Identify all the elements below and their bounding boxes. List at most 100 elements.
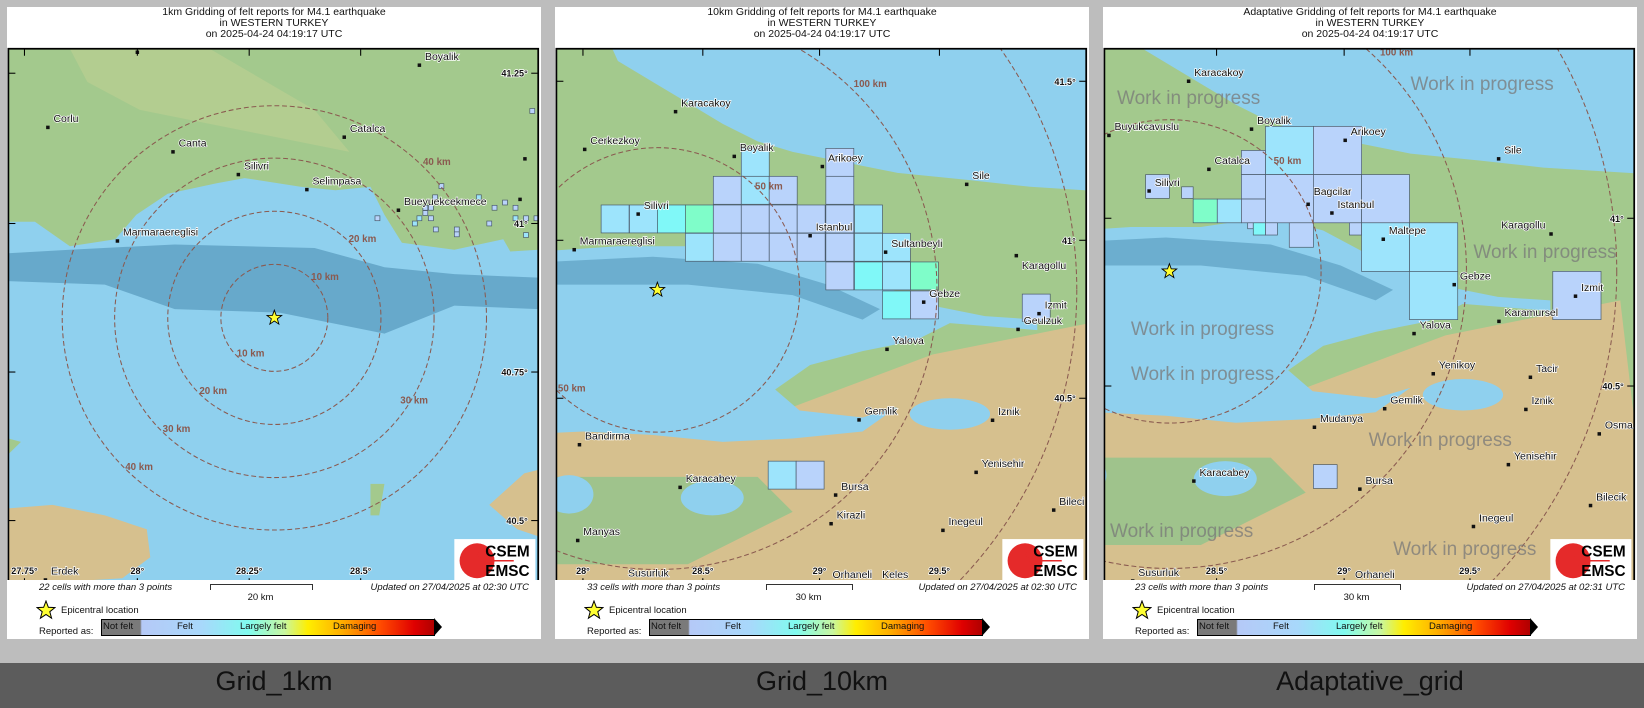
felt-cell[interactable] — [1145, 174, 1170, 199]
felt-cell[interactable] — [1241, 174, 1266, 200]
felt-cell[interactable] — [529, 108, 536, 114]
felt-cell[interactable] — [1241, 198, 1266, 224]
city-dot — [1207, 167, 1211, 172]
felt-cell[interactable] — [1288, 222, 1314, 248]
csem-emsc-logo[interactable]: CSEM EMSC — [1550, 539, 1632, 580]
epicentre-legend-label: Epicentral location — [1157, 605, 1235, 616]
felt-cell[interactable] — [854, 232, 883, 262]
sea-of-marmara — [556, 235, 1038, 442]
city-dot — [582, 147, 587, 152]
map-panel-grid-1km: 1km Gridding of felt reports for M4.1 ea… — [0, 0, 548, 663]
felt-cell[interactable] — [882, 290, 911, 320]
felt-cell[interactable] — [600, 204, 630, 234]
felt-cell[interactable] — [1361, 222, 1410, 272]
felt-cell[interactable] — [882, 232, 911, 262]
felt-cell[interactable] — [432, 194, 438, 201]
distance-ring — [61, 105, 488, 531]
felt-cell[interactable] — [491, 204, 498, 211]
felt-cell[interactable] — [523, 232, 529, 238]
felt-cell[interactable] — [854, 204, 883, 234]
felt-cell[interactable] — [740, 204, 770, 234]
felt-cell[interactable] — [512, 204, 519, 211]
felt-cell[interactable] — [433, 226, 439, 233]
csem-emsc-logo[interactable]: CSEM EMSC — [454, 539, 536, 580]
city-label: Karacakoy — [681, 98, 731, 109]
felt-cell[interactable] — [685, 204, 714, 234]
felt-cell[interactable] — [910, 290, 939, 320]
felt-cell[interactable] — [374, 215, 381, 222]
felt-cell[interactable] — [416, 215, 423, 222]
felt-cell[interactable] — [486, 220, 493, 227]
felt-cell[interactable] — [422, 210, 429, 216]
map-title: 1km Gridding of felt reports for M4.1 ea… — [7, 7, 541, 40]
felt-cell[interactable] — [1313, 464, 1338, 489]
felt-cell[interactable] — [825, 261, 855, 291]
felt-cell[interactable] — [740, 148, 770, 177]
felt-cell[interactable] — [768, 175, 798, 205]
felt-cell[interactable] — [882, 261, 911, 291]
felt-cell[interactable] — [1265, 222, 1278, 236]
felt-cell[interactable] — [712, 232, 742, 262]
felt-cell[interactable] — [533, 215, 539, 222]
felt-cell[interactable] — [795, 460, 825, 490]
felt-cell[interactable] — [412, 220, 418, 227]
map[interactable]: 10 km 10 km 20 km 20 km 30 km 30 km 40 km 40 km… — [7, 40, 541, 580]
felt-cell[interactable] — [428, 215, 434, 222]
felt-cell[interactable] — [453, 231, 460, 238]
csem-emsc-logo[interactable]: CSEM EMSC — [1002, 539, 1084, 580]
felt-cell[interactable] — [740, 232, 770, 262]
felt-cell[interactable] — [1181, 186, 1194, 199]
felt-cell[interactable] — [523, 215, 529, 222]
felt-cell[interactable] — [1409, 271, 1459, 320]
felt-cell[interactable] — [1313, 174, 1362, 224]
felt-cell[interactable] — [1247, 222, 1254, 230]
map[interactable]: 50 km 50 km 100 km Karacakoy Cerkezkoy Boyali… — [555, 40, 1089, 580]
felt-cell[interactable] — [1252, 222, 1266, 236]
felt-cell[interactable] — [512, 215, 519, 222]
felt-cell[interactable] — [438, 183, 445, 189]
epicentre-legend-label: Epicentral location — [609, 605, 687, 616]
felt-cell[interactable] — [854, 261, 883, 291]
felt-cell[interactable] — [1349, 222, 1362, 236]
felt-cell[interactable] — [1313, 125, 1362, 175]
city-label: Boyalik — [425, 52, 460, 63]
felt-cell[interactable] — [825, 148, 855, 177]
city-label: Arikoey — [828, 153, 864, 164]
felt-cell[interactable] — [712, 175, 742, 205]
felt-cell[interactable] — [1409, 222, 1459, 272]
city-dot — [732, 154, 737, 159]
felt-cell[interactable] — [796, 204, 826, 234]
felt-cell[interactable] — [453, 226, 460, 233]
felt-cell[interactable] — [629, 204, 658, 234]
felt-cell[interactable] — [476, 194, 482, 201]
felt-cell[interactable] — [1192, 198, 1218, 224]
panel-caption: Adaptative_grid — [1276, 666, 1464, 696]
felt-cell[interactable] — [428, 204, 434, 211]
felt-cell[interactable] — [825, 175, 855, 205]
felt-cell[interactable] — [768, 204, 798, 234]
city-label: Gebze — [1460, 271, 1491, 282]
map-sheet: 10km Gridding of felt reports for M4.1 e… — [555, 7, 1089, 639]
felt-cell[interactable] — [1265, 174, 1314, 224]
felt-cell[interactable] — [502, 199, 508, 206]
felt-cell[interactable] — [1216, 198, 1242, 224]
felt-cell[interactable] — [685, 232, 714, 262]
felt-cell[interactable] — [910, 261, 939, 291]
felt-cell[interactable] — [1361, 174, 1410, 224]
felt-cell[interactable] — [712, 204, 742, 234]
scale-label-0: Not felt — [103, 621, 134, 632]
felt-cell[interactable] — [825, 204, 855, 234]
map[interactable]: 50 km 100 km Karacakoy Buyukcavuslu Boyalik A… — [1103, 40, 1637, 580]
logo-text-top: CSEM — [485, 544, 529, 561]
felt-cell[interactable] — [796, 232, 826, 262]
city-label: Susurluk — [628, 568, 669, 579]
felt-cell[interactable] — [825, 232, 855, 262]
logo-text-bottom: EMSC — [1033, 563, 1077, 580]
felt-cell[interactable] — [1265, 125, 1314, 175]
felt-cell[interactable] — [768, 232, 798, 262]
scale-label-3: Damaging — [1429, 621, 1473, 632]
felt-cell[interactable] — [1021, 293, 1051, 322]
felt-cell[interactable] — [422, 204, 429, 211]
city-dot — [941, 528, 945, 533]
felt-cell[interactable] — [767, 460, 797, 490]
